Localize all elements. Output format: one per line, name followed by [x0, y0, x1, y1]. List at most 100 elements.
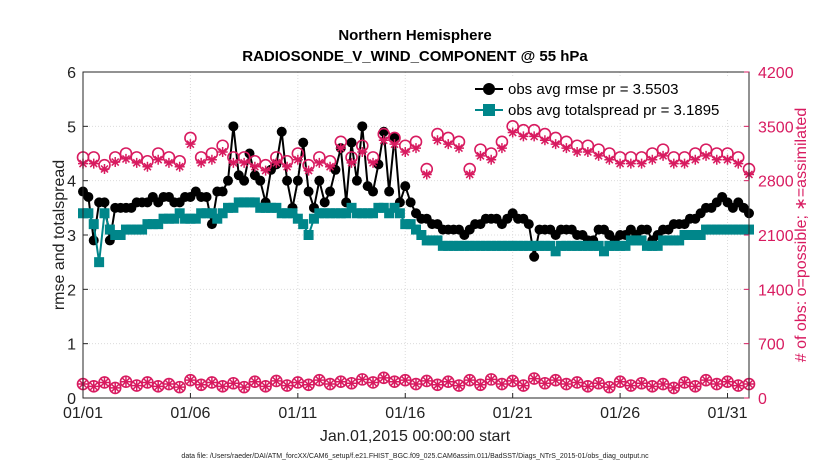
series-0-point-38 — [282, 175, 293, 186]
series-4-point-36 — [463, 373, 477, 387]
series-1-point-34 — [260, 202, 271, 213]
series-1-point-35 — [265, 202, 276, 213]
series-3-point-34 — [443, 139, 454, 150]
series-1-point-39 — [287, 208, 298, 219]
series-4-point-49 — [603, 380, 616, 394]
series-1-point-74 — [475, 240, 486, 251]
series-1-point-108 — [658, 235, 669, 246]
series-0-point-28 — [228, 121, 239, 132]
series-3-point-55 — [668, 158, 679, 169]
series-5-point-21 — [303, 379, 314, 390]
series-1-point-56 — [378, 202, 389, 213]
y-tick-label-3: 3 — [67, 228, 76, 245]
series-0-point-54 — [368, 186, 379, 197]
series-4-point-60 — [721, 375, 734, 389]
series-4-point-42 — [527, 372, 541, 385]
x-tick-label-6: 01/31 — [707, 405, 747, 422]
series-1-point-24 — [206, 208, 217, 219]
series-4-point-16 — [248, 375, 262, 389]
series-1-point-110 — [668, 235, 679, 246]
series-3-point-16 — [249, 161, 260, 172]
series-1-point-49 — [341, 208, 352, 219]
series-1-point-83 — [523, 240, 534, 251]
series-4-point-35 — [452, 379, 466, 392]
series-4-point-17 — [259, 380, 272, 393]
series-1-point-84 — [529, 240, 540, 251]
series-3-point-39 — [496, 143, 507, 154]
series-1-point-61 — [405, 219, 416, 230]
series-4-point-54 — [656, 377, 670, 391]
series-3-point-25 — [346, 157, 357, 168]
y-tick-label-4: 4 — [67, 174, 76, 191]
y2-tick-label-6: 4200 — [758, 65, 794, 82]
series-1-point-45 — [319, 208, 330, 219]
series-3-point-35 — [453, 143, 464, 154]
series-0-point-45 — [319, 197, 330, 208]
series-0-point-105 — [641, 224, 652, 235]
series-3-point-10 — [185, 139, 196, 150]
footer-datafile: data file: /Users/raeder/DAI/ATM_forcXX/… — [181, 453, 649, 460]
series-3-point-24 — [335, 143, 346, 154]
series-4-point-3 — [108, 381, 122, 395]
series-3-point-18 — [271, 157, 282, 168]
series-4-point-48 — [592, 376, 605, 390]
series-1-point-28 — [228, 202, 239, 213]
series-1-point-91 — [566, 240, 577, 251]
series-1-point-100 — [615, 240, 626, 251]
series-5-point-41 — [518, 380, 529, 391]
series-5-point-49 — [604, 382, 615, 393]
series-1-point-73 — [470, 240, 481, 251]
series-5-point-24 — [335, 376, 346, 387]
series-3-point-49 — [604, 154, 615, 165]
series-1-point-18 — [174, 208, 185, 219]
series-3-point-21 — [303, 165, 314, 176]
series-3-point-31 — [411, 143, 421, 154]
series-5-point-7 — [153, 381, 164, 392]
series-1 — [78, 197, 754, 268]
series-3-point-4 — [120, 153, 131, 164]
x-tick-label-5: 01/26 — [600, 405, 640, 422]
series-1-point-87 — [545, 240, 556, 251]
series-1-point-109 — [663, 235, 674, 246]
series-1-point-42 — [303, 230, 314, 240]
series-1-point-43 — [308, 213, 319, 224]
series-1-point-77 — [491, 240, 502, 251]
x-axis-label: Jan.01,2015 00:00:00 start — [320, 428, 511, 445]
series-1-point-2 — [88, 219, 99, 230]
series-1-point-70 — [453, 240, 464, 251]
series-3-point-6 — [142, 161, 153, 172]
series-5-point-4 — [120, 376, 131, 387]
series-3-point-36 — [464, 169, 475, 180]
series-3-point-5 — [131, 157, 142, 168]
series-5-point-54 — [658, 379, 669, 390]
series-1-point-59 — [394, 208, 405, 219]
series-1-point-1 — [83, 208, 94, 219]
series-3-point-59 — [711, 154, 722, 165]
series-0-point-52 — [357, 121, 368, 132]
series-5-point-19 — [282, 380, 293, 391]
series-3-point-23 — [325, 161, 336, 172]
series-1-point-41 — [298, 219, 309, 230]
series-5-point-55 — [668, 382, 679, 393]
series-1-point-79 — [502, 240, 513, 251]
series-1-point-26 — [217, 208, 228, 219]
series-1-point-116 — [701, 224, 712, 235]
series-5-point-59 — [711, 379, 722, 390]
series-1-point-10 — [131, 224, 142, 235]
series-1-point-30 — [239, 197, 250, 208]
series-1-point-48 — [335, 208, 346, 219]
series-5-point-39 — [496, 379, 507, 390]
series-3-point-41 — [518, 131, 529, 142]
series-3-point-30 — [400, 146, 411, 157]
series-5-point-27 — [368, 377, 379, 388]
series-3-point-8 — [163, 157, 174, 168]
series-1-point-50 — [346, 202, 357, 213]
y2-tick-label-4: 2800 — [758, 174, 794, 191]
series-1-point-3 — [94, 257, 105, 268]
series-1-point-114 — [690, 230, 701, 240]
series-0-point-40 — [292, 175, 303, 186]
series-1-point-80 — [507, 240, 518, 251]
series-1-point-5 — [104, 224, 115, 235]
series-1-point-99 — [609, 240, 620, 251]
